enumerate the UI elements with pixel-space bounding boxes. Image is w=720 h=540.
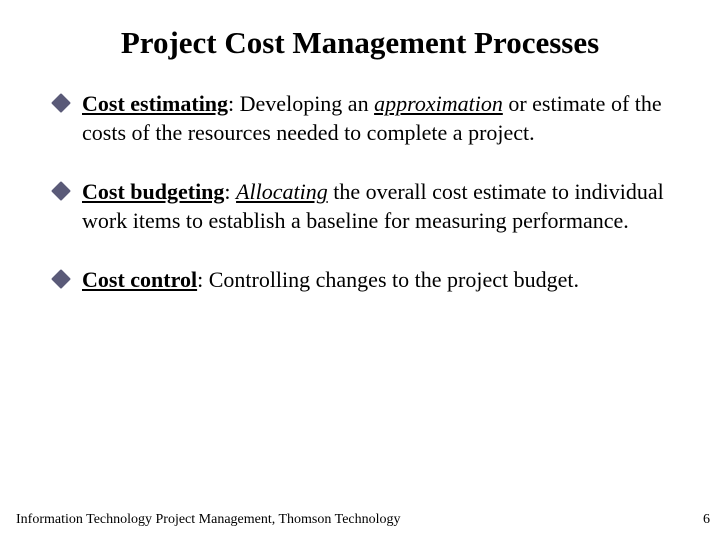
footer-source: Information Technology Project Managemen… <box>16 512 401 528</box>
footer: Information Technology Project Managemen… <box>16 512 710 528</box>
term: Cost budgeting <box>82 179 224 204</box>
term: Cost estimating <box>82 91 228 116</box>
term: Cost control <box>82 267 197 292</box>
list-item: Cost control: Controlling changes to the… <box>54 265 684 294</box>
page-number: 6 <box>703 512 710 528</box>
text-before: : Developing an <box>228 91 374 116</box>
list-item: Cost estimating: Developing an approxima… <box>54 89 684 147</box>
text-before: : <box>224 179 236 204</box>
slide-title: Project Cost Management Processes <box>36 24 684 61</box>
text-before: : Controlling changes to the project bud… <box>197 267 579 292</box>
emphasis: Allocating <box>236 179 328 204</box>
bullet-list: Cost estimating: Developing an approxima… <box>36 89 684 294</box>
list-item: Cost budgeting: Allocating the overall c… <box>54 177 684 235</box>
emphasis: approximation <box>374 91 503 116</box>
slide: Project Cost Management Processes Cost e… <box>0 0 720 540</box>
